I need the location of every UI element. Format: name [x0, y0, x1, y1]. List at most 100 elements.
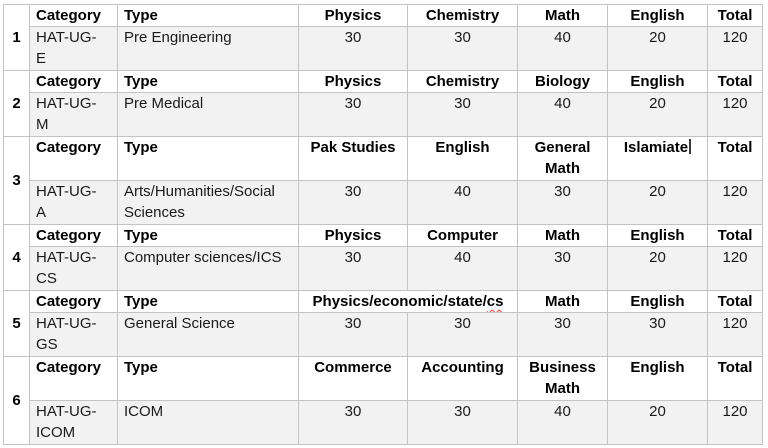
categories-table[interactable]: 1 Category Type Physics Chemistry Math E…	[3, 4, 763, 445]
section-6-data-row: HAT-UG-ICOM ICOM 30 30 40 20 120	[4, 400, 763, 445]
score-cell: 30	[517, 180, 608, 225]
score-cell: 20	[607, 400, 708, 445]
score-cell: 30	[298, 400, 408, 445]
subject-header-cell: Commerce	[298, 356, 408, 401]
score-cell: 20	[607, 26, 708, 71]
score-cell: 30	[298, 312, 408, 357]
total-cell: 120	[707, 400, 763, 445]
total-header-cell: Total	[707, 136, 763, 181]
total-header-cell: Total	[707, 290, 763, 313]
type-header-cell: Type	[117, 290, 299, 313]
score-cell: 40	[517, 26, 608, 71]
category-value: HAT-UG-GS	[36, 315, 97, 353]
subject-header-cell: Math	[517, 290, 608, 313]
row-number: 6	[3, 356, 30, 445]
category-header-cell: Category	[29, 136, 118, 181]
subject-header-cell[interactable]: Islamiate	[607, 136, 708, 181]
type-header-cell: Type	[117, 356, 299, 401]
subject-header-cell: English	[607, 224, 708, 247]
category-header-cell: Category	[29, 4, 118, 27]
type-cell: ICOM	[117, 400, 299, 445]
category-value: HAT-UG-M	[36, 95, 97, 133]
section-2-data-row: HAT-UG-M Pre Medical 30 30 40 20 120	[4, 92, 763, 137]
section-5-header-row: 5 Category Type Physics/economic/state/c…	[3, 290, 763, 357]
section-6-header-row: 6 Category Type Commerce Accounting Busi…	[3, 356, 763, 445]
total-header-cell: Total	[707, 356, 763, 401]
score-cell: 30	[407, 400, 518, 445]
score-cell: 30	[407, 92, 518, 137]
subject-header-cell: Chemistry	[407, 4, 518, 27]
total-cell: 120	[707, 92, 763, 137]
category-header-cell: Category	[29, 356, 118, 401]
total-header-cell: Total	[707, 4, 763, 27]
category-header-cell: Category	[29, 290, 118, 313]
score-cell: 20	[607, 246, 708, 291]
score-cell: 40	[407, 246, 518, 291]
subject-header-cell: English	[607, 70, 708, 93]
subject-header-cell-merged: Physics/economic/state/cs	[298, 290, 518, 313]
total-cell: 120	[707, 26, 763, 71]
section-1-header-row: 1 Category Type Physics Chemistry Math E…	[3, 4, 763, 71]
score-cell: 30	[407, 312, 518, 357]
category-header-cell: Category	[29, 70, 118, 93]
section-3-header-row: 3 Category Type Pak Studies English Gene…	[3, 136, 763, 225]
type-header-cell: Type	[117, 70, 299, 93]
type-cell: Pre Medical	[117, 92, 299, 137]
type-header-cell: Type	[117, 4, 299, 27]
subject-header-cell: Accounting	[407, 356, 518, 401]
score-cell: 30	[607, 312, 708, 357]
subject-header-cell: English	[607, 290, 708, 313]
row-number: 4	[3, 224, 30, 291]
category-value: HAT-UG-CS	[36, 249, 97, 287]
section-4-header-row: 4 Category Type Physics Computer Math En…	[3, 224, 763, 291]
subject-header-cell: Pak Studies	[298, 136, 408, 181]
category-value: HAT-UG-E	[36, 29, 97, 67]
subject-label: Physics/economic/state/	[312, 293, 487, 310]
row-number: 1	[3, 4, 30, 71]
score-cell: 30	[517, 312, 608, 357]
section-4-data-row: HAT-UG-CS Computer sciences/ICS 30 40 30…	[4, 246, 763, 291]
row-number: 5	[3, 290, 30, 357]
score-cell: 30	[298, 180, 408, 225]
score-cell: 30	[298, 26, 408, 71]
category-value: HAT-UG-A	[36, 183, 97, 221]
subject-header-cell: Physics	[298, 224, 408, 247]
category-cell: HAT-UG-A	[29, 180, 118, 225]
category-cell: HAT-UG-M	[29, 92, 118, 137]
score-cell: 40	[407, 180, 518, 225]
row-number: 3	[3, 136, 30, 225]
type-cell: Arts/Humanities/Social Sciences	[117, 180, 299, 225]
category-cell: HAT-UG-GS	[29, 312, 118, 357]
score-cell: 30	[407, 26, 518, 71]
section-3-data-row: HAT-UG-A Arts/Humanities/Social Sciences…	[4, 180, 763, 225]
subject-header-cell: Math	[517, 4, 608, 27]
score-cell: 40	[517, 400, 608, 445]
type-cell: Pre Engineering	[117, 26, 299, 71]
text-cursor	[689, 139, 692, 154]
total-cell: 120	[707, 180, 763, 225]
subject-header-cell: English	[607, 4, 708, 27]
type-header-cell: Type	[117, 136, 299, 181]
row-number: 2	[3, 70, 30, 137]
category-cell: HAT-UG-E	[29, 26, 118, 71]
subject-header-cell: Business Math	[517, 356, 608, 401]
score-cell: 30	[298, 92, 408, 137]
category-header-cell: Category	[29, 224, 118, 247]
type-cell: General Science	[117, 312, 299, 357]
section-5-data-row: HAT-UG-GS General Science 30 30 30 30 12…	[4, 312, 763, 357]
type-header-cell: Type	[117, 224, 299, 247]
subject-header-cell: Physics	[298, 70, 408, 93]
type-cell: Computer sciences/ICS	[117, 246, 299, 291]
subject-header-cell: General Math	[517, 136, 608, 181]
subject-header-cell: Math	[517, 224, 608, 247]
subject-header-cell: Physics	[298, 4, 408, 27]
total-cell: 120	[707, 246, 763, 291]
subject-header-cell: Computer	[407, 224, 518, 247]
score-cell: 30	[298, 246, 408, 291]
score-cell: 20	[607, 180, 708, 225]
subject-header-cell: Biology	[517, 70, 608, 93]
section-2-header-row: 2 Category Type Physics Chemistry Biolog…	[3, 70, 763, 137]
section-1-data-row: HAT-UG-E Pre Engineering 30 30 40 20 120	[4, 26, 763, 71]
total-header-cell: Total	[707, 224, 763, 247]
score-cell: 40	[517, 92, 608, 137]
